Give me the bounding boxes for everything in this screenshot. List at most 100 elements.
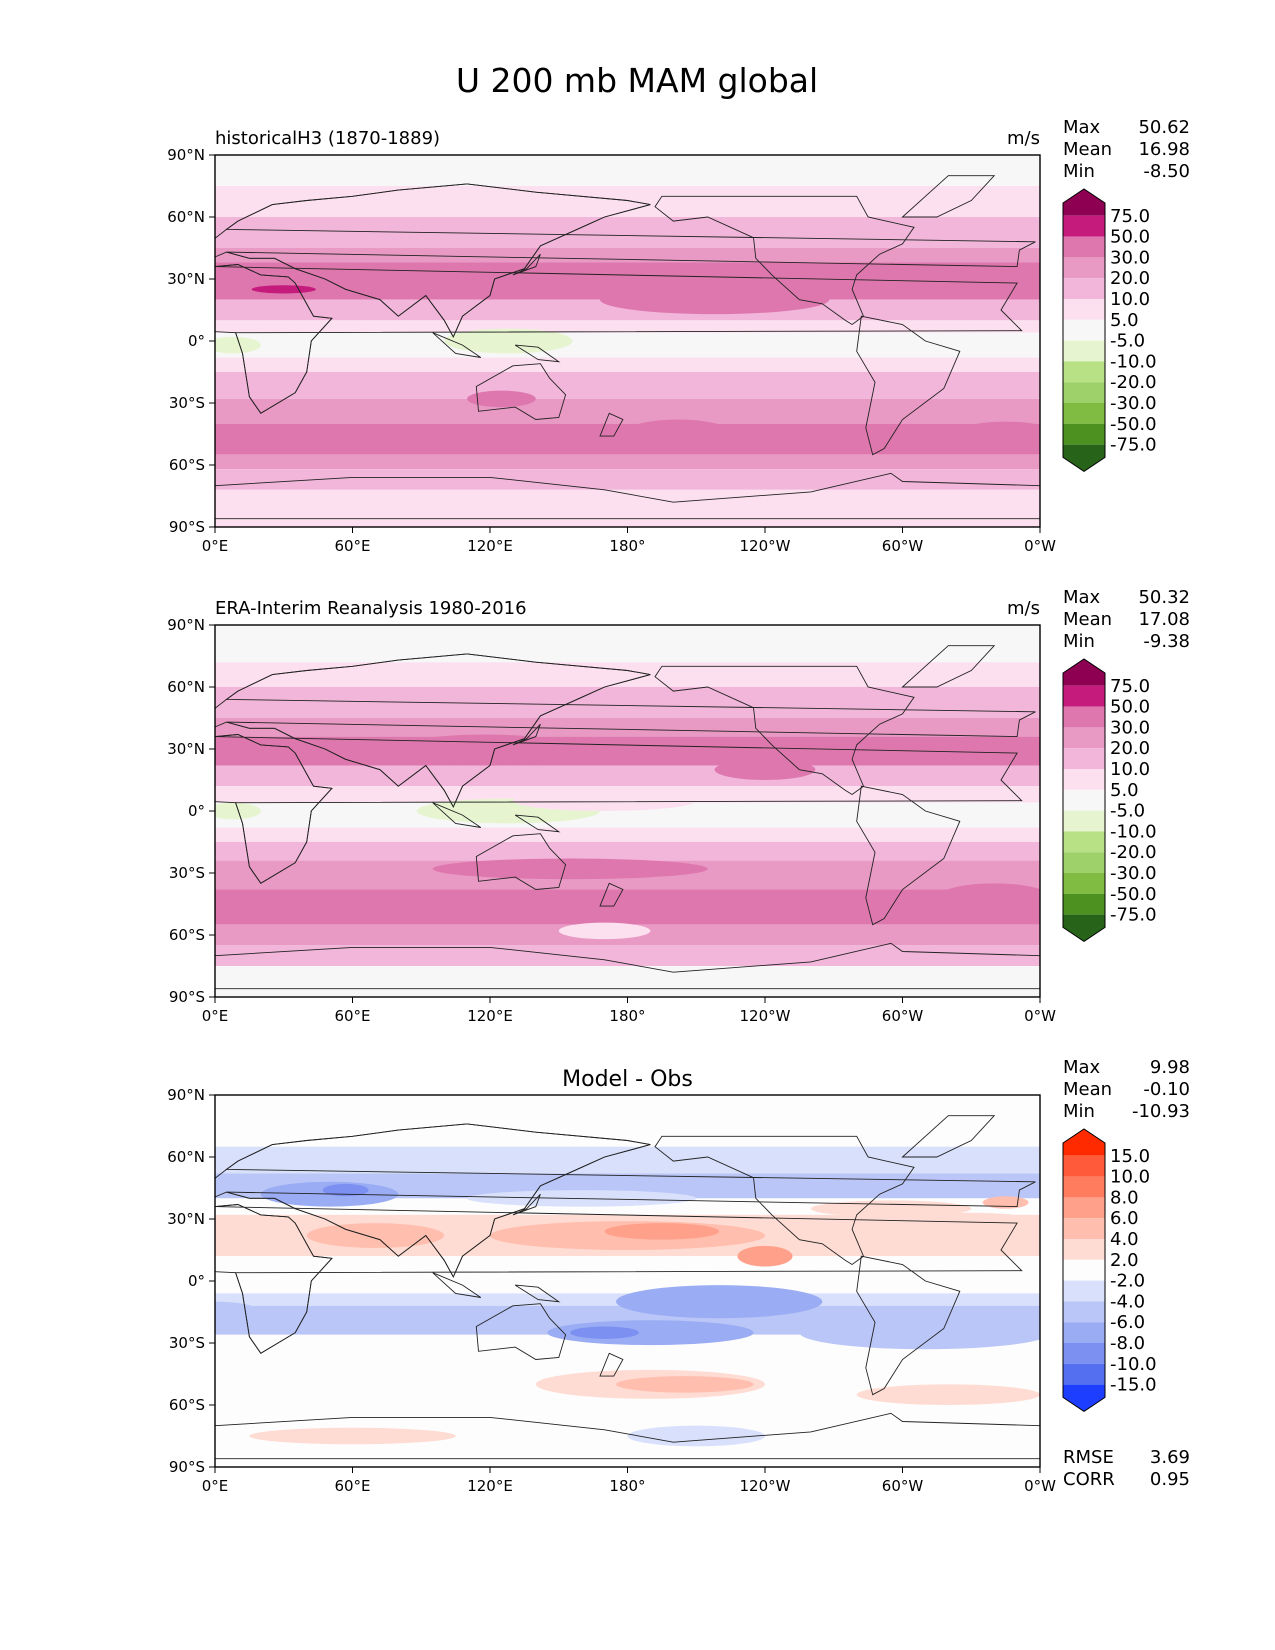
contour-band (215, 248, 1040, 263)
colorbar-segment (1063, 1155, 1105, 1177)
contour-band (215, 398, 1040, 424)
colorbar-label: 20.0 (1110, 738, 1150, 759)
colorbar-segment (1063, 1280, 1105, 1302)
coastline (512, 253, 541, 276)
coastline (215, 734, 333, 884)
colorbar-segment (1063, 1363, 1105, 1385)
contour-blob (306, 1223, 445, 1248)
coastline (215, 1204, 333, 1354)
colorbar-segment (1063, 873, 1105, 894)
colorbar-label: -10.0 (1110, 351, 1157, 372)
colorbar-segment (1063, 1176, 1105, 1198)
y-tick-label: 60°S (169, 926, 205, 944)
coastlines (215, 175, 1040, 520)
colorbar-segment (1063, 340, 1105, 362)
panel-obs: 0°E 60°E 120°E 180° 120°W 60°W 0°W 90°N 60°N 30°N… (167, 587, 1190, 1025)
coastline (215, 264, 333, 414)
colorbar-label: 15.0 (1110, 1146, 1150, 1167)
y-tick-label: 90°N (167, 1086, 205, 1104)
coastline (475, 363, 567, 420)
colorbar: 15.010.08.06.04.02.0-2.0-4.0-6.0-8.0-10.… (1062, 1128, 1157, 1413)
stat-label: Max (1063, 117, 1101, 138)
stat-value: 50.32 (1138, 587, 1190, 608)
contour-blob (616, 1376, 754, 1393)
colorbar: 75.050.030.020.010.05.0-5.0-10.0-20.0-30… (1062, 658, 1157, 943)
colorbar-outline (1062, 658, 1106, 943)
panel-diff: 0°E 60°E 120°E 180° 120°W 60°W 0°W 90°N 60°N 30°N… (167, 1057, 1190, 1495)
colorbar-label: -10.0 (1110, 1354, 1157, 1375)
y-tick-label: 0° (188, 332, 205, 350)
contour-band (215, 1095, 1040, 1147)
colorbar-segment (1063, 236, 1105, 258)
x-tick-label: 0°E (202, 1477, 229, 1495)
coastline (215, 942, 1040, 990)
y-tick-label: 90°S (169, 518, 205, 536)
colorbar-segment (1063, 1259, 1105, 1281)
stat-label: Min (1063, 1101, 1095, 1122)
coastline (215, 1412, 1040, 1460)
coastline (654, 1135, 915, 1266)
y-tick-label: 90°N (167, 146, 205, 164)
coastline (599, 412, 624, 437)
y-tick-label: 30°S (169, 1334, 205, 1352)
colorbar-segment (1063, 1239, 1105, 1260)
stat-label: Max (1063, 1057, 1101, 1078)
map-field (215, 625, 1040, 997)
colorbar-segment (1063, 1218, 1105, 1239)
contour-band (215, 217, 1040, 248)
colorbar-label: 50.0 (1110, 227, 1150, 248)
figure-title: U 200 mb MAM global (456, 61, 818, 100)
coastline (856, 315, 961, 456)
colorbar-label: 4.0 (1110, 1229, 1139, 1250)
metric-value: 0.95 (1150, 1469, 1190, 1490)
contour-blob (627, 1425, 765, 1447)
colorbar-label: -4.0 (1110, 1291, 1145, 1312)
stat-value: 16.98 (1138, 139, 1190, 160)
colorbar-label: 50.0 (1110, 697, 1150, 718)
contour-band (215, 454, 1040, 470)
contour-blob (810, 1200, 972, 1217)
contour-blob (322, 1183, 369, 1197)
coastline (599, 1352, 624, 1377)
y-tick-label: 60°N (167, 1148, 205, 1166)
colorbar-segment (1063, 748, 1105, 769)
y-tick-label: 30°N (167, 740, 205, 758)
colorbar-label: -75.0 (1110, 905, 1157, 926)
contour-band (215, 625, 1040, 663)
colorbar-label: -8.0 (1110, 1333, 1145, 1354)
colorbar-segment (1063, 1343, 1105, 1364)
colorbar-extend-bottom (1063, 914, 1105, 942)
coastline (215, 1123, 651, 1278)
contour-blob (215, 336, 261, 354)
map-field (215, 155, 1040, 527)
contour-band (215, 1256, 1040, 1294)
contour-blob (467, 390, 536, 408)
coastline (215, 183, 651, 338)
coastline (432, 1272, 482, 1298)
coastline (654, 665, 915, 796)
colorbar-label: -30.0 (1110, 863, 1157, 884)
contour-blob (955, 421, 1040, 447)
coastline (901, 175, 996, 218)
colorbar-segment (1063, 831, 1105, 853)
x-tick-label: 60°W (882, 1007, 924, 1025)
contour-blob (604, 1223, 720, 1240)
colorbar-segment (1063, 278, 1105, 299)
colorbar-segment (1063, 852, 1105, 873)
coastline (901, 645, 996, 688)
colorbar-label: -6.0 (1110, 1312, 1145, 1333)
map-field (215, 1095, 1040, 1467)
stat-value: 17.08 (1138, 609, 1190, 630)
contour-blob (570, 1326, 639, 1339)
colorbar-segment (1063, 1197, 1105, 1219)
units-label: m/s (1007, 128, 1040, 149)
x-tick-label: 0°W (1024, 1477, 1056, 1495)
colorbar-extend-bottom (1063, 1384, 1105, 1412)
colorbar-label: -50.0 (1110, 414, 1157, 435)
colorbar-segment (1063, 1301, 1105, 1323)
x-tick-label: 60°E (334, 537, 370, 555)
contour-band (215, 320, 1040, 333)
colorbar-segment (1063, 361, 1105, 383)
coastline (512, 1193, 541, 1216)
